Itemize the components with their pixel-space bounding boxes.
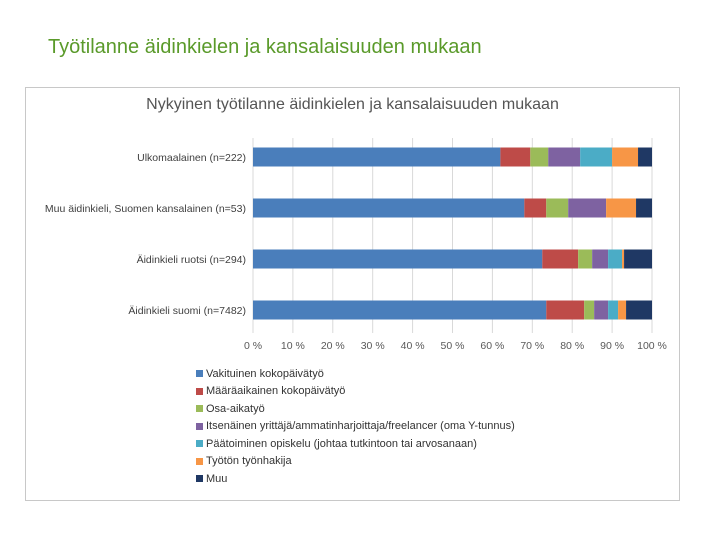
bar-segment-3	[584, 300, 595, 320]
chart-legend: Vakituinen kokopäivätyö Määräaikainen kok…	[196, 365, 515, 488]
x-tick-label: 50 %	[441, 340, 465, 352]
bar-segment-6	[606, 198, 637, 218]
legend-label: Itsenäinen yrittäjä/ammatinharjoittaja/f…	[206, 420, 515, 433]
legend-item: Vakituinen kokopäivätyö	[196, 365, 515, 383]
legend-item: Työtön työnhakija	[196, 453, 515, 471]
bar-segment-3	[578, 249, 593, 269]
x-tick-label: 70 %	[520, 340, 544, 352]
legend-label: Vakituinen kokopäivätyö	[206, 367, 324, 380]
bar-segment-5	[580, 147, 613, 167]
chart-title: Nykyinen työtilanne äidinkielen ja kansa…	[146, 96, 559, 113]
legend-swatch	[196, 440, 203, 448]
bar-segment-7	[624, 249, 652, 269]
category-label: Äidinkieli ruotsi (n=294)	[137, 254, 246, 266]
x-tick-label: 40 %	[401, 340, 425, 352]
legend-label: Määräaikainen kokopäivätyö	[206, 385, 346, 398]
bar-segment-1	[253, 147, 501, 167]
stacked-bar-chart: 0 % 10 % 20 % 30 % 40 % 50 % 60 % 70 % 80 % 90 % 1…	[45, 138, 667, 352]
x-tick-label: 20 %	[321, 340, 345, 352]
bar-segment-3	[546, 198, 569, 218]
legend-label: Päätoiminen opiskelu (johtaa tutkintoon …	[206, 437, 477, 450]
x-tick-label: 90 %	[600, 340, 624, 352]
x-tick-label: 80 %	[560, 340, 584, 352]
legend-swatch	[196, 457, 203, 465]
x-tick-label: 100 %	[637, 340, 667, 352]
bar-segment-1	[253, 300, 547, 320]
category-label: Ulkomaalainen (n=222)	[137, 152, 246, 164]
bar-segment-6	[612, 147, 639, 167]
legend-item: Määräaikainen kokopäivätyö	[196, 383, 515, 401]
bar-segment-4	[548, 147, 581, 167]
bar-segment-1	[253, 198, 525, 218]
x-tick-label: 30 %	[361, 340, 385, 352]
bar-segment-4	[594, 300, 609, 320]
bar-segment-2	[546, 300, 585, 320]
legend-label: Työtön työnhakija	[206, 455, 292, 468]
x-tick-label: 10 %	[281, 340, 305, 352]
category-label: Äidinkieli suomi (n=7482)	[128, 305, 246, 317]
bar-segment-5	[608, 249, 623, 269]
bar-segment-4	[568, 198, 607, 218]
legend-swatch	[196, 387, 203, 395]
chart-frame: Nykyinen työtilanne äidinkielen ja kansa…	[25, 87, 680, 501]
legend-label: Osa-aikatyö	[206, 402, 265, 415]
legend-item: Muu	[196, 470, 515, 488]
bar-segment-6	[622, 249, 625, 269]
bar-segment-7	[636, 198, 652, 218]
bar-segment-4	[592, 249, 609, 269]
bar-segment-1	[253, 249, 543, 269]
slide-title: Työtilanne äidinkielen ja kansalaisuuden…	[48, 36, 482, 58]
legend-swatch	[196, 370, 203, 378]
category-label: Muu äidinkieli, Suomen kansalainen (n=53…	[45, 203, 246, 215]
legend-swatch	[196, 475, 203, 483]
bar-segment-7	[638, 147, 652, 167]
legend-item: Itsenäinen yrittäjä/ammatinharjoittaja/f…	[196, 418, 515, 436]
bar-segment-5	[608, 300, 619, 320]
legend-item: Osa-aikatyö	[196, 400, 515, 418]
x-tick-label: 60 %	[480, 340, 504, 352]
bar-segment-6	[618, 300, 627, 320]
bar-segment-2	[500, 147, 531, 167]
bar-segment-2	[524, 198, 547, 218]
legend-item: Päätoiminen opiskelu (johtaa tutkintoon …	[196, 435, 515, 453]
legend-swatch	[196, 422, 203, 430]
bar-segment-7	[626, 300, 652, 320]
x-tick-label: 0 %	[244, 340, 262, 352]
legend-label: Muu	[206, 472, 228, 485]
legend-swatch	[196, 405, 203, 413]
bar-segment-2	[542, 249, 579, 269]
bar-segment-3	[530, 147, 549, 167]
